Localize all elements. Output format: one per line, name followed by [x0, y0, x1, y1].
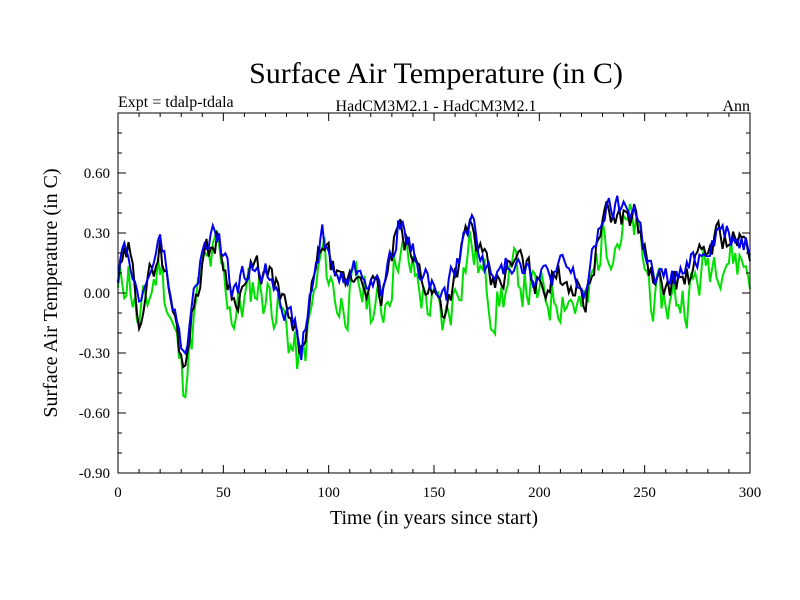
y-axis: -0.90 -0.60 -0.30 0.00 0.30 0.60 [79, 112, 750, 482]
series-layer [117, 195, 751, 399]
y-tick-label: 0.30 [84, 226, 110, 242]
series-line-green [117, 203, 751, 399]
x-tick-label: 250 [633, 485, 656, 501]
x-tick-label: 150 [423, 485, 446, 501]
subtitle-right: Ann [722, 98, 750, 115]
subtitle-center: HadCM3M2.1 - HadCM3M2.1 [336, 98, 537, 115]
series-line-blue [117, 195, 751, 361]
x-tick-label: 50 [216, 485, 231, 501]
series-line-black [117, 200, 751, 369]
x-tick-label: 200 [528, 485, 551, 501]
subtitle-left: Expt = tdalp-tdala [118, 94, 234, 111]
y-tick-label: 0.60 [84, 166, 110, 182]
x-axis: 0 50 100 150 200 250 300 [114, 113, 761, 501]
y-axis-label: Surface Air Temperature (in C) [40, 168, 62, 417]
chart-title: Surface Air Temperature (in C) [249, 57, 623, 90]
y-tick-label: -0.90 [79, 466, 110, 482]
x-axis-label: Time (in years since start) [330, 507, 538, 529]
y-tick-label: -0.30 [79, 346, 110, 362]
y-tick-label: 0.00 [84, 286, 110, 302]
y-tick-label: -0.60 [79, 406, 110, 422]
x-tick-label: 0 [114, 485, 122, 501]
x-tick-label: 100 [317, 485, 340, 501]
x-tick-label: 300 [739, 485, 762, 501]
